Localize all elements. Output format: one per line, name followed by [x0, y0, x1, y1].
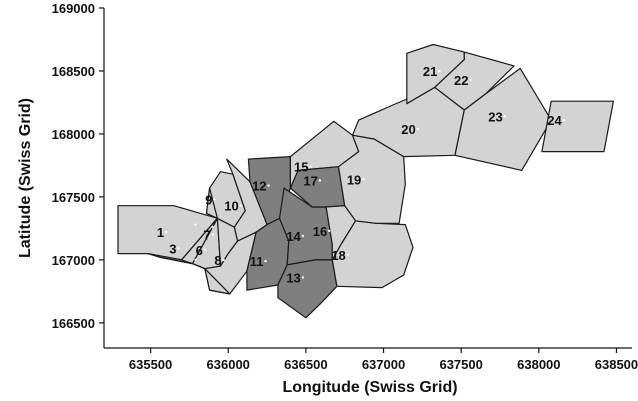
x-tick-label-637000: 637000 [362, 357, 405, 372]
cell-label-9: 9 [205, 192, 212, 207]
cell-label-6: 6 [196, 243, 203, 258]
x-tick-label-636000: 636000 [207, 357, 250, 372]
site-point-3 [177, 247, 180, 250]
site-point-16 [328, 229, 331, 233]
cells-layer [117, 43, 615, 319]
site-point-20 [416, 127, 419, 131]
x-tick-label-637500: 637500 [439, 357, 482, 372]
cell-label-3: 3 [169, 242, 176, 257]
site-point-19 [362, 178, 365, 181]
site-point-17 [318, 179, 322, 182]
x-tick-label-636500: 636500 [284, 357, 327, 372]
cell-label-12: 12 [252, 179, 266, 194]
cell-label-14: 14 [286, 229, 301, 244]
cell-label-16: 16 [313, 224, 327, 239]
site-point-1 [164, 230, 168, 234]
cell-24 [541, 100, 615, 153]
cell-label-24: 24 [547, 113, 562, 128]
cell-19 [337, 134, 406, 224]
cell-label-23: 23 [488, 109, 502, 124]
site-point-8 [222, 258, 225, 262]
site-point-24 [562, 118, 565, 122]
cell-label-18: 18 [331, 248, 345, 263]
site-point-14 [301, 234, 304, 238]
cell-label-22: 22 [454, 73, 468, 88]
cell-5 [205, 187, 218, 219]
axes-layer [103, 8, 632, 349]
cell-label-21: 21 [423, 64, 437, 79]
site-point-21 [438, 69, 441, 73]
x-tick-label-638500: 638500 [595, 357, 638, 372]
site-point-9 [213, 198, 216, 201]
site-point-18 [346, 253, 349, 256]
site-point-12 [267, 184, 270, 187]
sites-layer [164, 69, 565, 279]
x-tick-label-635500: 635500 [129, 357, 172, 372]
site-point-23 [503, 115, 506, 118]
cell-13 [277, 259, 338, 319]
cell-2 [181, 217, 218, 265]
cell-label-1: 1 [157, 225, 164, 240]
site-point-15 [309, 165, 312, 168]
cell-label-11: 11 [250, 254, 264, 269]
x-axis-title: Longitude (Swiss Grid) [282, 379, 457, 396]
y-tick-label-167500: 167500 [52, 190, 95, 205]
site-point-13 [301, 276, 304, 279]
site-point-11 [264, 259, 267, 263]
cell-label-20: 20 [401, 122, 415, 137]
site-point-7 [211, 233, 214, 236]
y-tick-label-167000: 167000 [52, 253, 95, 268]
cell-label-13: 13 [286, 271, 300, 286]
cell-label-19: 19 [347, 172, 361, 187]
y-axis-title: Latitude (Swiss Grid) [17, 98, 34, 258]
site-point-22 [469, 78, 472, 82]
cell-label-10: 10 [224, 199, 238, 214]
ticks-layer: 635500 636000 636500 637000 637500 638000 6385… [52, 1, 638, 372]
site-point-5 [211, 225, 214, 229]
y-tick-label-168500: 168500 [52, 64, 95, 79]
cell-label-8: 8 [214, 253, 221, 268]
cell-4 [159, 256, 231, 295]
y-tick-label-168000: 168000 [52, 127, 95, 142]
site-point-2 [194, 223, 197, 226]
x-tick-label-638000: 638000 [517, 357, 560, 372]
site-point-4 [194, 258, 197, 262]
y-tick-label-166500: 166500 [52, 316, 95, 331]
site-point-10 [239, 204, 242, 207]
site-point-6 [203, 248, 207, 251]
cell-label-17: 17 [303, 174, 317, 189]
y-tick-label-169000: 169000 [52, 1, 95, 16]
cell-label-15: 15 [294, 160, 308, 175]
cell-label-7: 7 [203, 228, 210, 243]
